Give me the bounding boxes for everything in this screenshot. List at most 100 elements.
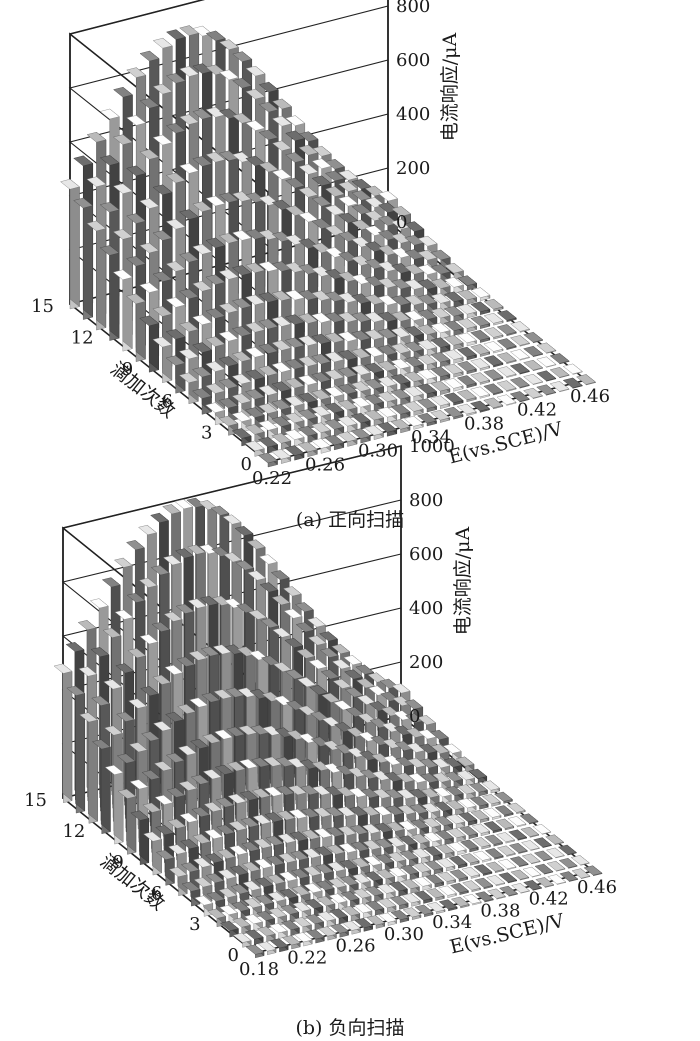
bar-mark <box>495 818 515 831</box>
z-tick-label: 1000 <box>409 436 455 457</box>
bar-mark <box>365 900 385 916</box>
chart-bars <box>53 497 603 959</box>
bar-mark <box>430 351 451 368</box>
bar-mark <box>545 834 565 846</box>
bar-mark <box>455 756 475 773</box>
bar-mark <box>557 844 577 856</box>
bar-mark <box>483 340 504 354</box>
bar-mark <box>576 373 596 386</box>
z-tick-label: 600 <box>409 544 443 565</box>
bar-mark <box>423 845 443 862</box>
bar-mark <box>445 799 465 816</box>
bar-mark <box>559 871 579 882</box>
bar-mark <box>364 378 385 399</box>
bar-mark <box>457 289 478 305</box>
bar-mark <box>571 868 591 879</box>
bar-mark <box>520 826 540 838</box>
bar-mark <box>324 402 345 423</box>
chart-bars <box>60 25 596 468</box>
bar-mark <box>523 345 544 358</box>
bar-mark <box>470 329 491 343</box>
bar-mark <box>443 320 464 336</box>
bar-mark <box>413 890 433 904</box>
bar-mark <box>403 400 424 416</box>
y-tick-label: 0 <box>241 454 252 475</box>
bar-mark <box>435 843 455 859</box>
bar-mark <box>509 376 530 389</box>
bar-mark <box>535 876 555 888</box>
bar-mark <box>457 797 477 813</box>
bar-mark <box>457 303 478 319</box>
bar-mark <box>443 349 464 364</box>
bar-mark <box>456 403 477 417</box>
bar-mark <box>496 309 517 323</box>
bar-mark <box>438 899 458 912</box>
bar-mark <box>583 865 603 877</box>
x-tick-label: 0.38 <box>464 413 504 434</box>
bar-mark <box>570 854 590 866</box>
bar-mark <box>470 343 491 357</box>
bar-mark <box>437 871 457 885</box>
bar-mark <box>430 366 451 382</box>
bar-mark <box>523 387 543 399</box>
bar-mark <box>424 860 444 875</box>
y-tick-label: 15 <box>31 296 54 317</box>
y-tick-label: 6 <box>151 883 162 904</box>
bar-mark <box>417 368 438 385</box>
bar-mark <box>519 813 539 825</box>
bar-mark <box>245 944 265 959</box>
bar-mark <box>364 393 385 413</box>
bar-mark <box>364 362 385 385</box>
bar-mark <box>446 813 466 829</box>
z-axis-title: 电流响应/μA <box>452 526 474 635</box>
bar-mark <box>403 415 424 430</box>
bar-mark <box>165 355 186 394</box>
bar-mark <box>510 320 530 333</box>
bar-mark <box>536 384 557 396</box>
x-tick-label: 0.22 <box>252 468 292 489</box>
bar-mark <box>352 888 372 906</box>
bar-mark <box>443 334 464 350</box>
bar-mark <box>486 874 506 887</box>
bar-mark <box>126 293 146 362</box>
chart-a-caption: (a) 正向扫描 <box>295 509 405 531</box>
bar-mark <box>470 358 491 371</box>
x-tick-label: 0.34 <box>411 427 451 448</box>
bar-mark <box>483 369 504 382</box>
bar-mark <box>390 909 410 923</box>
bar-mark <box>483 397 504 410</box>
bar-mark <box>304 898 324 917</box>
bar-mark <box>425 887 445 901</box>
bar-mark <box>401 878 420 894</box>
bar-mark <box>436 857 456 872</box>
bar-mark <box>271 416 292 436</box>
bar-mark <box>496 845 516 857</box>
bar-mark <box>430 380 451 395</box>
bar-mark <box>390 310 411 336</box>
bar-mark <box>430 395 451 409</box>
bar-mark <box>450 896 470 909</box>
x-tick-label: 0.34 <box>432 912 472 933</box>
bar-mark <box>305 929 325 944</box>
bar-mark <box>430 409 451 423</box>
z-tick-label: 200 <box>396 158 430 179</box>
bar-mark <box>377 897 397 913</box>
bar-mark <box>481 780 501 794</box>
bar-mark <box>457 318 478 333</box>
bar-mark <box>483 355 504 368</box>
bar-mark <box>155 849 175 886</box>
bar-mark <box>168 866 188 897</box>
bar-mark <box>456 375 477 389</box>
bar-mark <box>434 815 454 832</box>
z-tick-label: 600 <box>396 50 430 71</box>
bar-mark <box>390 388 411 406</box>
bar-mark <box>508 842 528 854</box>
bar-mark <box>459 825 479 840</box>
bar-mark <box>558 857 578 869</box>
bar-mark <box>390 403 411 420</box>
bar-mark <box>523 331 544 344</box>
bar-mark <box>402 907 422 920</box>
bar-mark <box>562 363 583 375</box>
bar-mark <box>461 866 481 879</box>
z-tick-label: 400 <box>396 104 430 125</box>
